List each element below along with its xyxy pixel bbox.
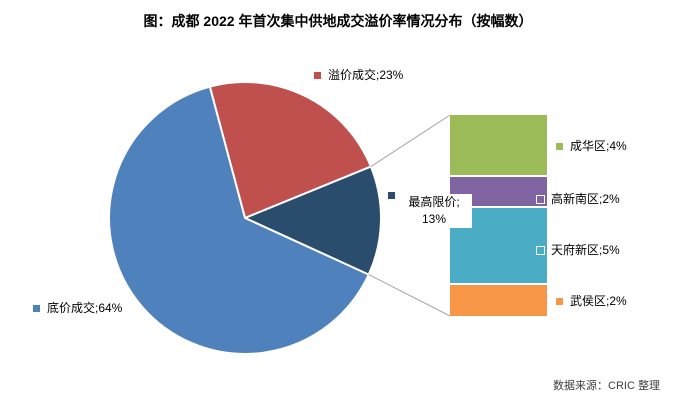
pie-slice xyxy=(208,80,372,219)
legend-key-icon xyxy=(556,143,563,150)
bar-segment-label: 天府新区;5% xyxy=(537,243,620,258)
pie-slice xyxy=(244,165,382,276)
pie-label-premium: 溢价成交;23% xyxy=(314,68,403,83)
connector-line xyxy=(368,274,451,317)
legend-key-icon xyxy=(33,305,40,312)
pie-label-cap-line2: 13% xyxy=(421,212,447,226)
bar-segment-label: 高新南区;2% xyxy=(537,192,620,207)
legend-key-icon xyxy=(537,196,544,203)
bar-segment-label-text: 天府新区;5% xyxy=(551,243,620,257)
chart-title: 图：成都 2022 年首次集中供地成交溢价率情况分布（按幅数） xyxy=(143,13,533,29)
bar-segment-label-text: 成华区;4% xyxy=(570,139,627,153)
source-note: 数据来源：CRIC 整理 xyxy=(553,380,660,392)
bar-segment-label: 成华区;4% xyxy=(556,139,627,154)
legend-key-icon xyxy=(388,192,395,199)
legend-key-icon xyxy=(556,298,563,305)
bar-segment xyxy=(450,115,547,175)
pie-label-floor: 底价成交;64% xyxy=(33,301,122,316)
bar-segment xyxy=(450,285,547,316)
bar-segment-label: 武侯区;2% xyxy=(556,294,627,309)
legend-key-icon xyxy=(314,72,321,79)
pie-label-premium-text: 溢价成交;23% xyxy=(328,68,404,82)
legend-key-icon xyxy=(537,247,544,254)
bar-segment-label-text: 武侯区;2% xyxy=(570,294,627,308)
bar-segment-label-text: 高新南区;2% xyxy=(551,192,620,206)
pie-label-floor-text: 底价成交;64% xyxy=(47,301,123,315)
connector-line xyxy=(370,114,451,168)
pie-slice xyxy=(108,85,370,355)
pie-label-cap-line1: 最高限价; xyxy=(408,195,460,209)
pie-label-cap: 最高限价; 13% xyxy=(396,194,472,228)
